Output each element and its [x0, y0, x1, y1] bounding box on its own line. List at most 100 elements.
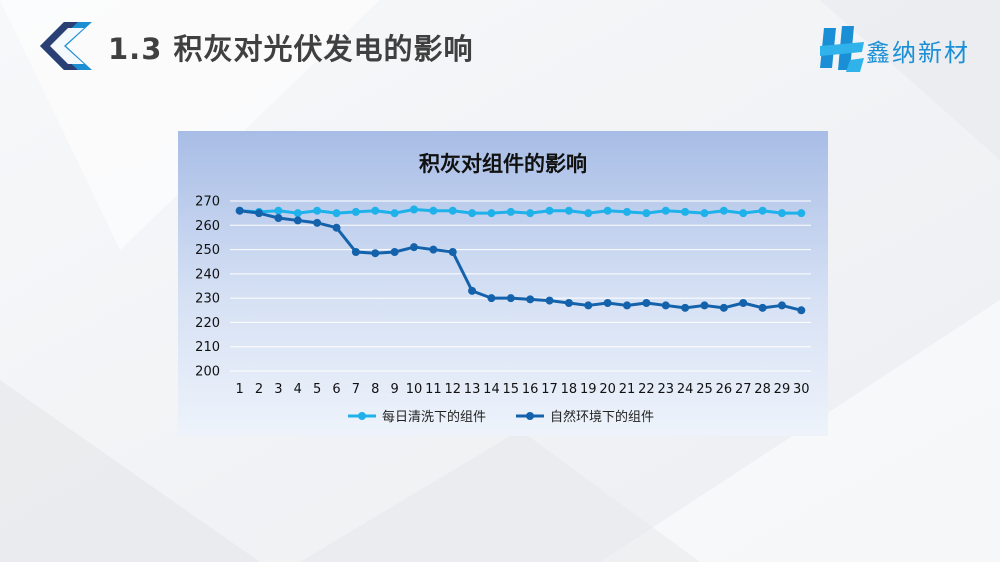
- data-point: [390, 209, 399, 218]
- y-tick-label: 230: [195, 292, 220, 307]
- x-tick-label: 5: [313, 382, 321, 397]
- data-point: [487, 294, 496, 303]
- y-tick-label: 210: [195, 340, 220, 355]
- data-point: [313, 218, 322, 227]
- x-tick-label: 27: [735, 382, 752, 397]
- x-tick-label: 10: [406, 382, 423, 397]
- x-tick-label: 29: [774, 382, 791, 397]
- data-point: [506, 207, 515, 216]
- x-tick-label: 1: [236, 382, 244, 397]
- y-tick-label: 270: [195, 195, 220, 210]
- data-point: [351, 207, 360, 216]
- data-point: [797, 306, 806, 315]
- data-point: [332, 223, 341, 232]
- data-point: [719, 206, 728, 215]
- data-point: [797, 209, 806, 218]
- data-point: [545, 296, 554, 305]
- y-tick-label: 260: [195, 219, 220, 234]
- data-point: [777, 301, 786, 310]
- data-point: [468, 209, 477, 218]
- x-tick-label: 11: [425, 382, 442, 397]
- y-axis-ticks: 200 210 220 230 240 250 260 270: [195, 195, 220, 380]
- data-point: [506, 294, 515, 303]
- data-point: [777, 209, 786, 218]
- chart-area: [178, 131, 828, 436]
- x-tick-label: 3: [274, 382, 282, 397]
- data-point: [545, 206, 554, 215]
- data-point: [642, 209, 651, 218]
- x-tick-label: 8: [371, 382, 379, 397]
- data-point: [661, 206, 670, 215]
- data-point: [313, 206, 322, 215]
- data-point: [700, 301, 709, 310]
- x-tick-label: 19: [580, 382, 597, 397]
- x-tick-label: 6: [332, 382, 340, 397]
- data-point: [274, 206, 283, 215]
- x-tick-label: 20: [599, 382, 616, 397]
- x-tick-label: 16: [522, 382, 539, 397]
- data-point: [661, 301, 670, 310]
- data-point: [409, 243, 418, 252]
- x-tick-label: 2: [255, 382, 263, 397]
- y-tick-label: 250: [195, 243, 220, 258]
- legend-label: 自然环境下的组件: [550, 409, 654, 425]
- x-tick-label: 23: [657, 382, 674, 397]
- brand-name: 鑫纳新材: [866, 39, 970, 67]
- data-point: [371, 206, 380, 215]
- data-point: [758, 303, 767, 312]
- data-point: [332, 209, 341, 218]
- x-tick-label: 28: [754, 382, 771, 397]
- x-tick-label: 24: [677, 382, 694, 397]
- data-point: [758, 206, 767, 215]
- chevron-left-icon: [40, 22, 92, 70]
- data-point: [293, 216, 302, 225]
- data-point: [700, 209, 709, 218]
- data-point: [642, 299, 651, 307]
- data-point: [448, 248, 457, 256]
- data-point: [274, 214, 283, 222]
- legend-marker: [358, 412, 366, 420]
- chart-title: 积灰对组件的影响: [419, 152, 587, 176]
- data-point: [584, 301, 593, 310]
- data-point: [564, 299, 573, 307]
- chart-legend: 每日清洗下的组件 自然环境下的组件: [348, 409, 654, 425]
- data-point: [564, 206, 573, 215]
- data-point: [487, 209, 496, 218]
- x-tick-label: 15: [503, 382, 520, 397]
- data-point: [681, 207, 690, 216]
- data-point: [429, 206, 438, 215]
- data-point: [235, 206, 244, 215]
- data-point: [429, 245, 438, 254]
- data-point: [739, 209, 748, 218]
- y-tick-label: 240: [195, 267, 220, 282]
- x-tick-label: 18: [561, 382, 578, 397]
- data-point: [351, 248, 360, 256]
- y-tick-label: 200: [195, 365, 220, 380]
- x-tick-label: 13: [464, 382, 481, 397]
- brand-logo-icon: [820, 26, 864, 72]
- data-point: [371, 249, 380, 258]
- x-tick-label: 26: [716, 382, 733, 397]
- legend-label: 每日清洗下的组件: [382, 409, 486, 425]
- x-tick-label: 9: [390, 382, 398, 397]
- x-tick-label: 17: [541, 382, 558, 397]
- data-point: [390, 248, 399, 256]
- data-point: [681, 303, 690, 312]
- data-point: [623, 301, 632, 310]
- x-tick-label: 12: [444, 382, 461, 397]
- legend-marker: [526, 412, 534, 420]
- data-point: [293, 209, 302, 218]
- data-point: [526, 295, 535, 304]
- x-axis-ticks: 1 2 3 4 5 6 7 8 9 10 11 12 13 14 15 16 17 18 19 20 21 22 23 24 2…: [236, 382, 810, 397]
- x-tick-label: 25: [696, 382, 713, 397]
- series-group: [235, 205, 806, 315]
- data-point: [603, 299, 612, 307]
- x-tick-label: 30: [793, 382, 810, 397]
- x-tick-label: 4: [294, 382, 302, 397]
- x-tick-label: 21: [619, 382, 636, 397]
- data-point: [448, 206, 457, 215]
- data-point: [584, 209, 593, 218]
- data-point: [719, 303, 728, 312]
- x-tick-label: 22: [638, 382, 655, 397]
